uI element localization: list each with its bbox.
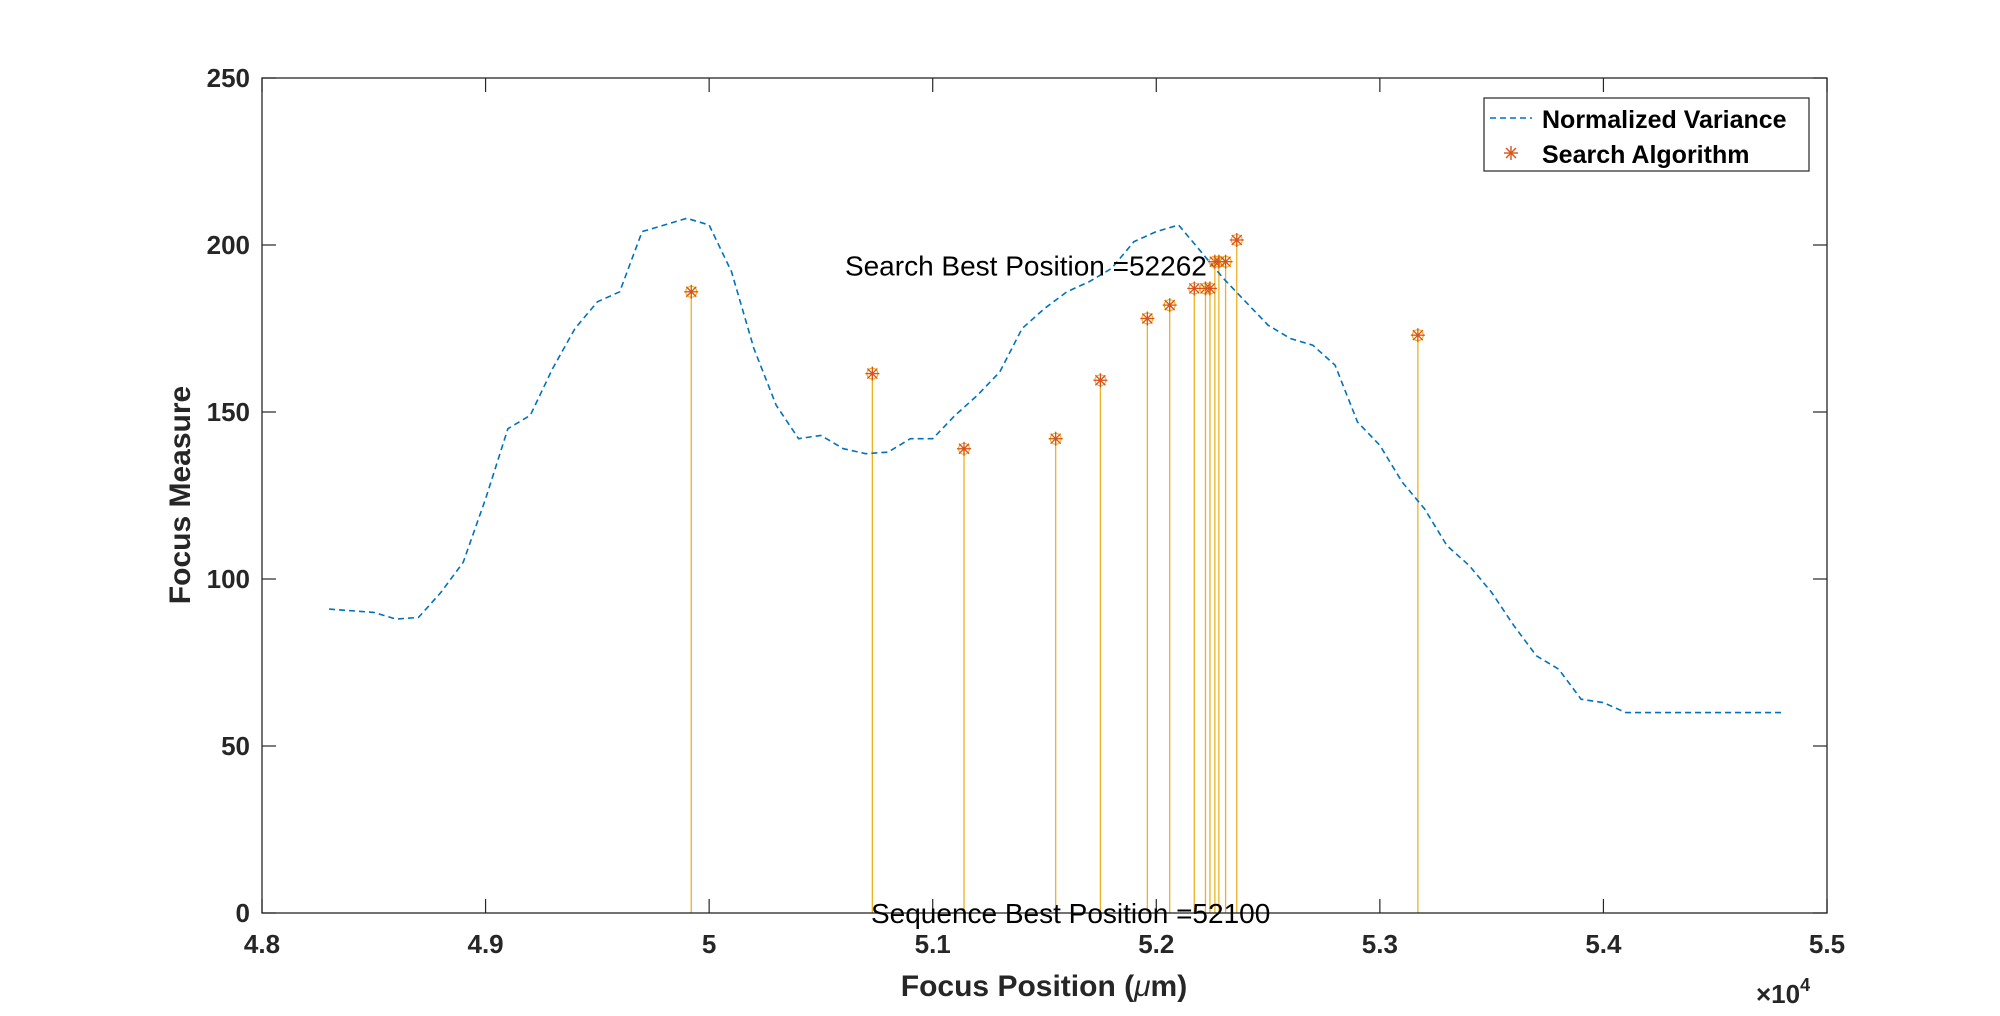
search-point	[865, 366, 880, 381]
axis-ticks	[261, 77, 1828, 914]
plot-frame	[261, 77, 1828, 914]
y-tick-labels: 0 50 100 150 200 250	[207, 63, 250, 928]
x-tick-label: 5.3	[1362, 929, 1398, 959]
y-tick-label: 100	[207, 564, 250, 594]
search-point	[1048, 431, 1063, 446]
search-point	[1093, 373, 1108, 388]
search-point	[1187, 281, 1202, 296]
legend-box	[1483, 97, 1810, 172]
legend-marker-sample	[1504, 146, 1518, 160]
search-point	[957, 441, 972, 456]
legend-entry-normalized-variance: Normalized Variance	[1542, 106, 1787, 134]
x-axis-title-main: Focus Position (	[901, 970, 1134, 1003]
legend: Normalized Variance Search Algorithm	[1483, 97, 1810, 172]
y-tick-label: 250	[207, 63, 250, 93]
y-tick-label: 200	[207, 230, 250, 260]
y-tick-label: 50	[221, 731, 250, 761]
x-tick-label: 4.9	[467, 929, 503, 959]
search-point	[1140, 311, 1155, 326]
search-point	[1162, 298, 1177, 313]
legend-entry-search-algorithm: Search Algorithm	[1542, 141, 1749, 169]
y-tick-label: 0	[236, 898, 250, 928]
y-tick-label: 150	[207, 397, 250, 427]
x-exponent-label: ×104	[1756, 975, 1810, 1009]
x-axis-title: Focus Position (μm)	[901, 970, 1187, 1003]
sequence-best-annotation: Sequence Best Position =52100	[871, 898, 1270, 929]
plot-area	[262, 78, 1827, 913]
x-tick-label: 4.8	[244, 929, 280, 959]
search-best-annotation: Search Best Position =52262	[845, 251, 1207, 282]
search-point	[1410, 328, 1425, 343]
search-point	[1202, 281, 1217, 296]
search-point	[684, 284, 699, 299]
x-tick-label: 5.5	[1809, 929, 1845, 959]
search-point	[1218, 254, 1233, 269]
x-exponent-prefix: ×10	[1756, 979, 1800, 1009]
x-tick-label: 5	[702, 929, 716, 959]
search-markers	[684, 232, 1425, 456]
x-exponent-power: 4	[1800, 975, 1810, 995]
search-stems	[690, 239, 1419, 913]
x-tick-label: 5.1	[915, 929, 951, 959]
x-tick-label: 5.2	[1138, 929, 1174, 959]
x-tick-labels: 4.8 4.9 5 5.1 5.2 5.3 5.4 5.5	[244, 929, 1845, 959]
x-tick-label: 5.4	[1585, 929, 1622, 959]
y-axis-title: Focus Measure	[164, 386, 197, 604]
search-point	[1229, 232, 1244, 247]
x-axis-title-mu: μ	[1133, 970, 1150, 1003]
x-axis-title-unit: m)	[1151, 970, 1188, 1003]
